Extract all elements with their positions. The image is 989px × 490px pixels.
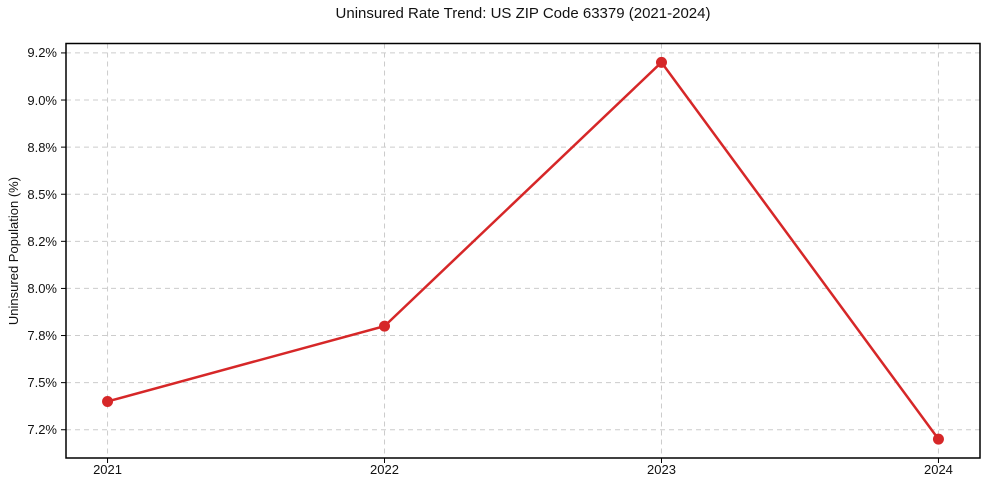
- y-tick-label: 7.5%: [27, 375, 57, 391]
- x-tick-label: 2023: [647, 462, 676, 477]
- y-tick-label: 9.2%: [27, 45, 57, 61]
- data-point: [655, 56, 667, 68]
- chart-title: Uninsured Rate Trend: US ZIP Code 63379 …: [335, 5, 711, 22]
- y-tick-label: 8.0%: [27, 280, 57, 296]
- x-tick-label: 2024: [923, 462, 953, 477]
- data-point: [102, 395, 114, 407]
- y-tick-label: 8.5%: [27, 186, 57, 202]
- x-tick-label: 2022: [370, 462, 399, 477]
- y-tick-label: 8.8%: [27, 139, 57, 155]
- y-tick-label: 7.2%: [27, 422, 57, 438]
- trend-line: [106, 61, 940, 441]
- data-point: [379, 320, 391, 332]
- data-point: [932, 433, 944, 445]
- x-tick-label: 2021: [93, 462, 122, 477]
- y-tick-label: 8.2%: [27, 233, 57, 249]
- y-tick-label: 9.0%: [27, 92, 57, 108]
- y-tick-label: 7.8%: [27, 328, 57, 344]
- plot-border: [65, 42, 981, 459]
